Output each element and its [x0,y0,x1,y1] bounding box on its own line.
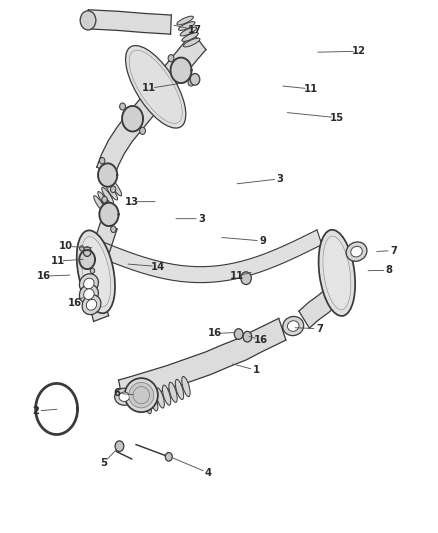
Ellipse shape [169,382,177,402]
Polygon shape [35,383,78,434]
Text: 1: 1 [253,365,260,375]
Circle shape [140,127,145,134]
Circle shape [80,246,84,251]
Circle shape [168,54,174,62]
Text: 16: 16 [254,335,268,345]
Ellipse shape [177,16,194,25]
Circle shape [111,226,116,232]
Polygon shape [88,291,109,321]
Ellipse shape [81,237,111,307]
Ellipse shape [180,27,197,36]
Text: 2: 2 [32,406,39,416]
Polygon shape [119,318,286,403]
Text: 7: 7 [390,246,397,255]
Circle shape [110,186,116,192]
Text: 11: 11 [304,84,318,94]
Circle shape [90,268,95,273]
Text: 15: 15 [330,112,344,123]
Circle shape [188,79,194,86]
Ellipse shape [346,242,367,261]
Ellipse shape [86,300,97,310]
Text: 10: 10 [59,241,73,251]
Polygon shape [98,164,117,187]
Polygon shape [122,106,143,132]
Circle shape [120,103,125,110]
Ellipse shape [84,289,94,300]
Polygon shape [95,230,322,282]
Polygon shape [299,286,340,328]
Ellipse shape [82,295,101,314]
Ellipse shape [149,391,158,411]
Ellipse shape [184,38,200,47]
Polygon shape [91,221,117,259]
Ellipse shape [318,230,355,316]
Text: 13: 13 [125,197,139,207]
Ellipse shape [143,394,152,414]
Circle shape [165,453,172,461]
Text: 5: 5 [100,458,107,468]
Polygon shape [170,58,191,83]
Ellipse shape [323,236,351,310]
Polygon shape [97,33,206,177]
Polygon shape [99,203,119,226]
Text: 6: 6 [113,388,120,398]
Ellipse shape [94,196,106,212]
Ellipse shape [79,274,99,293]
Ellipse shape [287,321,299,332]
Circle shape [80,11,96,30]
Ellipse shape [77,230,115,313]
Text: 7: 7 [316,324,323,334]
Ellipse shape [156,388,164,408]
Ellipse shape [129,382,154,408]
Text: 16: 16 [208,328,222,338]
Text: 4: 4 [205,468,212,478]
Text: 9: 9 [259,236,266,246]
Text: 17: 17 [188,25,202,35]
Polygon shape [88,10,171,34]
Ellipse shape [125,378,158,412]
Ellipse shape [119,392,130,401]
Ellipse shape [98,191,110,208]
Circle shape [241,272,251,285]
Ellipse shape [102,188,113,204]
Ellipse shape [179,22,195,30]
Ellipse shape [115,388,134,405]
Ellipse shape [162,385,171,405]
Text: 8: 8 [386,265,393,275]
Ellipse shape [182,376,190,397]
Text: 3: 3 [198,214,205,224]
Circle shape [243,332,252,342]
Ellipse shape [106,183,117,200]
Text: 11: 11 [50,256,64,266]
Text: 14: 14 [151,262,165,271]
Polygon shape [79,250,95,269]
Circle shape [115,441,124,451]
Text: 11: 11 [230,271,244,281]
Ellipse shape [129,50,182,124]
Ellipse shape [133,386,150,403]
Ellipse shape [84,278,94,289]
Circle shape [234,329,243,340]
Ellipse shape [126,45,186,128]
Circle shape [99,157,105,164]
Text: 12: 12 [352,46,366,56]
Circle shape [102,196,107,203]
Ellipse shape [351,246,362,257]
Ellipse shape [182,33,198,42]
Circle shape [83,247,91,256]
Ellipse shape [79,285,99,304]
Circle shape [190,74,200,85]
Ellipse shape [175,379,184,400]
Text: 16: 16 [68,297,82,308]
Text: 16: 16 [37,271,51,281]
Ellipse shape [110,179,122,196]
Text: 11: 11 [142,83,156,93]
Ellipse shape [283,317,304,336]
Text: 3: 3 [277,174,283,184]
